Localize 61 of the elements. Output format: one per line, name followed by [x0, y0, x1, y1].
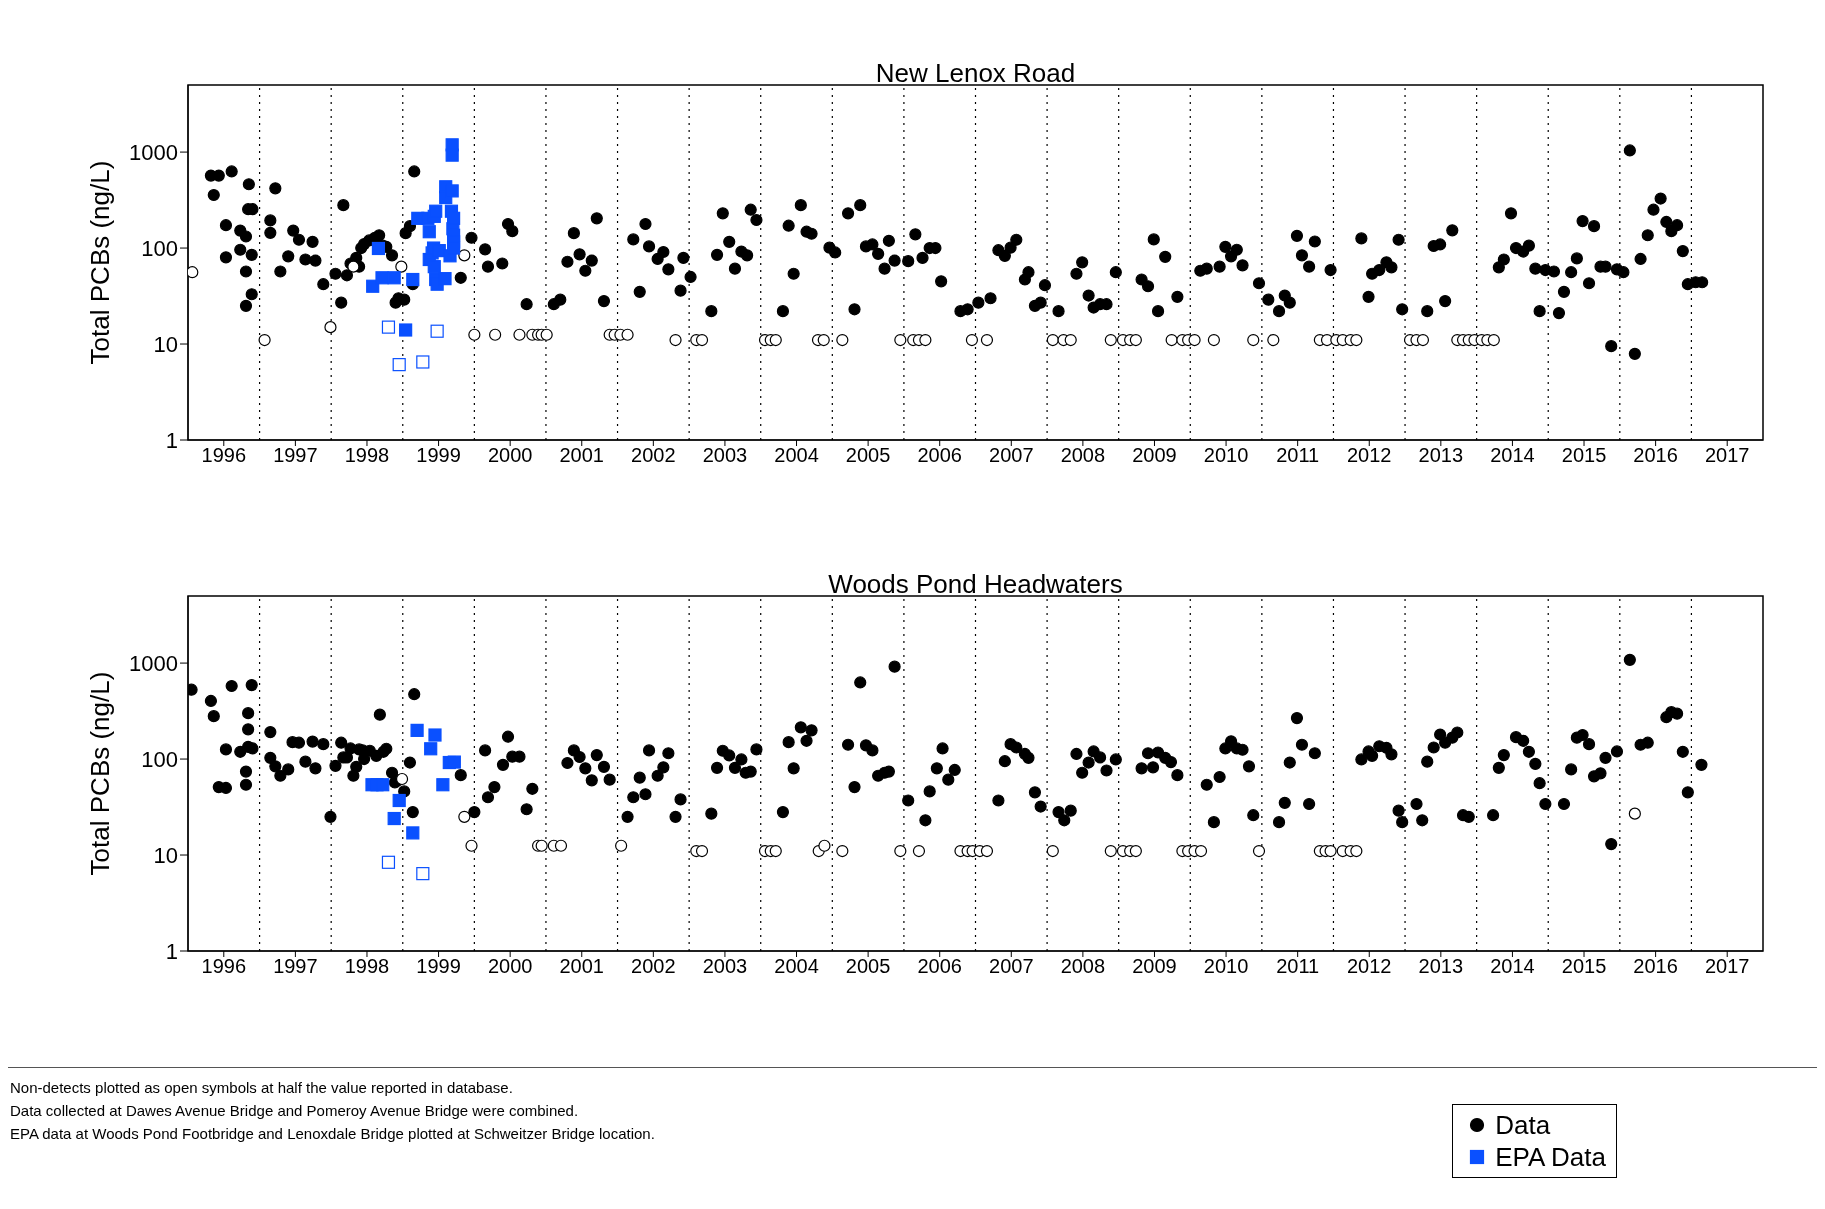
x-tick-label: 2014 [1490, 444, 1535, 467]
legend-label: Data [1495, 1109, 1551, 1141]
x-tick-label: 2005 [845, 444, 891, 467]
x-tick-label: 2010 [1203, 444, 1249, 467]
y-tick-label: 1000 [129, 650, 178, 676]
y-tick-label: 1000 [129, 139, 178, 165]
x-tick-label: 2015 [1561, 444, 1607, 467]
y-axis-title: Total PCBs (ng/L) [85, 671, 116, 876]
x-tick-label: 2011 [1276, 444, 1320, 467]
x-tick-label: 2009 [1132, 444, 1177, 467]
x-tick-label: 2014 [1490, 955, 1535, 978]
x-tick-label: 2004 [774, 444, 819, 467]
x-tick-label: 2012 [1347, 955, 1392, 978]
x-tick-label: 2000 [487, 955, 533, 978]
y-tick-label: 100 [141, 235, 178, 261]
x-tick-label: 2013 [1418, 955, 1464, 978]
x-tick-label: 2004 [774, 955, 819, 978]
x-tick-label: 1999 [416, 444, 461, 467]
x-tick-label: 2011 [1276, 955, 1320, 978]
x-tick-label: 2006 [917, 955, 962, 978]
x-tick-label: 2007 [989, 955, 1034, 978]
x-tick-label: 2006 [917, 444, 962, 467]
x-tick-label: 2000 [487, 444, 533, 467]
chart-title: New Lenox Road [874, 58, 1077, 89]
x-tick-label: 2017 [1704, 444, 1750, 467]
x-tick-label: 2012 [1347, 444, 1392, 467]
text: Non-detects plotted as open symbols at half the value reported in database. [9, 1078, 514, 1098]
y-tick-label: 100 [141, 746, 178, 772]
x-tick-label: 1997 [273, 955, 318, 978]
x-tick-label: 2008 [1060, 444, 1106, 467]
x-tick-label: 2009 [1132, 955, 1177, 978]
x-tick-label: 2001 [559, 955, 604, 978]
text: Data collected at Dawes Avenue Bridge and Pomeroy Avenue Bridge were combined. [10, 1102, 579, 1119]
y-tick-label: 10 [153, 331, 178, 357]
y-tick-label: 1 [165, 938, 178, 964]
x-tick-label: 2016 [1633, 955, 1678, 978]
x-tick-label: 2001 [559, 444, 604, 467]
y-tick-label: 1 [165, 427, 178, 453]
x-tick-label: 2008 [1060, 955, 1106, 978]
x-tick-label: 1998 [344, 955, 390, 978]
x-tick-label: 1996 [201, 444, 247, 467]
x-tick-label: 2007 [989, 444, 1034, 467]
x-tick-label: 2003 [702, 444, 748, 467]
x-tick-label: 1998 [344, 444, 390, 467]
x-tick-label: 1997 [273, 444, 318, 467]
x-tick-label: 2015 [1561, 955, 1607, 978]
x-tick-label: 2003 [702, 955, 748, 978]
y-axis-title: Total PCBs (ng/L) [85, 160, 116, 365]
chart-title: Woods Pond Headwaters [827, 569, 1124, 600]
x-tick-label: 2002 [631, 955, 676, 978]
x-tick-label: 2016 [1633, 444, 1678, 467]
x-tick-label: 2013 [1418, 444, 1464, 467]
legend-label: EPA Data [1495, 1141, 1606, 1173]
x-tick-label: 1996 [201, 955, 247, 978]
x-tick-label: 2002 [631, 444, 676, 467]
x-tick-label: 2010 [1203, 955, 1249, 978]
x-tick-label: 1999 [416, 955, 461, 978]
y-tick-label: 10 [153, 842, 178, 868]
text: EPA data at Woods Pond Footbridge and Lenoxdale Bridge plotted at Schweitzer Bridge location. [10, 1125, 655, 1142]
x-tick-label: 2017 [1704, 955, 1750, 978]
x-tick-label: 2005 [845, 955, 891, 978]
